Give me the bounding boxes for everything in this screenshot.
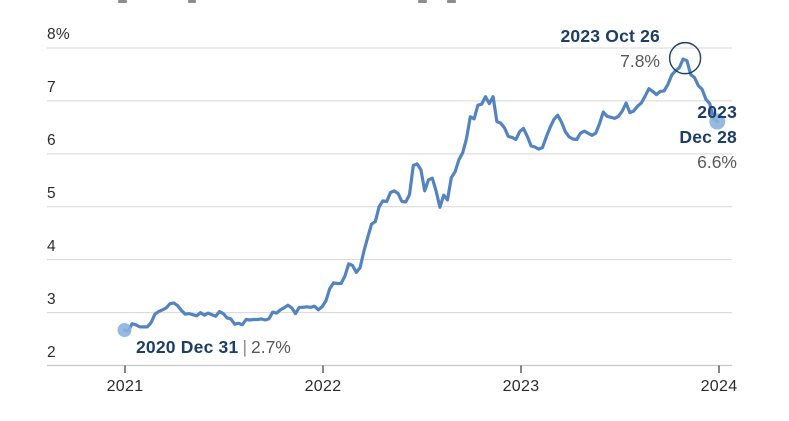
y-axis-label: 4 <box>47 237 56 255</box>
y-axis-label: 8% <box>47 26 70 43</box>
end-annotation-value: 6.6% <box>697 152 737 172</box>
end-annotation-date: Dec 28 <box>679 127 737 147</box>
x-axis-ticks <box>124 365 720 373</box>
start-annotation: 2020 Dec 31 | 2.7% <box>136 336 291 358</box>
y-axis-label: 5 <box>47 184 56 202</box>
gridlines <box>47 47 732 367</box>
y-axis-label: 3 <box>47 290 56 308</box>
y-axis-label: 6 <box>47 131 56 149</box>
x-axis-label: 2024 <box>700 378 738 395</box>
cropped-title-remnant <box>118 0 456 3</box>
end-point-marker <box>709 113 726 130</box>
start-annotation-date: 2020 Dec 31 <box>136 337 239 357</box>
peak-highlight-circle-icon <box>668 41 702 75</box>
end-annotation-year: 2023 <box>697 102 737 122</box>
y-axis-label: 2 <box>47 343 56 361</box>
rate-series-line <box>122 57 719 333</box>
peak-annotation: 2023 Oct 26 7.8% <box>561 25 661 72</box>
peak-annotation-date: 2023 Oct 26 <box>560 26 660 46</box>
y-axis-label: 7 <box>47 78 56 96</box>
x-axis-label: 2023 <box>502 378 540 395</box>
x-axis-label: 2021 <box>106 378 144 395</box>
start-annotation-separator: | <box>242 337 247 357</box>
x-axis-label: 2022 <box>304 378 342 395</box>
start-point-marker <box>117 323 132 338</box>
end-annotation: 2023 Dec 28 6.6% <box>679 100 737 175</box>
peak-annotation-value: 7.8% <box>620 51 660 71</box>
start-annotation-value: 2.7% <box>250 337 291 357</box>
